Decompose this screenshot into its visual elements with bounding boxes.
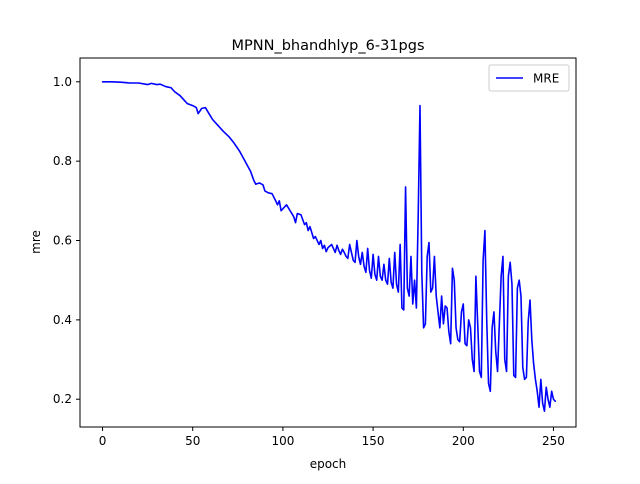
chart-title: MPNN_bhandhlyp_6-31pgs (232, 38, 425, 54)
series-line-mre (101, 81, 557, 412)
legend-box (488, 64, 570, 92)
x-axis-label: epoch (310, 457, 347, 471)
y-tick-label: 1.0 (53, 75, 72, 89)
x-tick-label: 200 (452, 434, 475, 448)
legend-label-mre: MRE (533, 72, 559, 86)
x-axis-ticks: 0 50 100 150 200 250 (99, 427, 565, 448)
y-tick-label: 0.6 (53, 234, 72, 248)
x-tick-label: 100 (271, 434, 294, 448)
y-axis-label: mre (29, 230, 43, 254)
legend: MRE (488, 64, 570, 92)
x-tick-label: 0 (99, 434, 107, 448)
y-tick-label: 0.4 (53, 313, 72, 327)
plot-area (80, 58, 576, 427)
plot-frame (79, 57, 577, 428)
x-tick-label: 50 (185, 434, 200, 448)
x-tick-label: 250 (542, 434, 565, 448)
y-axis-ticks: 0.2 0.4 0.6 0.8 1.0 (53, 75, 80, 406)
x-tick-label: 150 (362, 434, 385, 448)
series-layer (101, 81, 557, 412)
y-tick-label: 0.8 (53, 154, 72, 168)
y-tick-label: 0.2 (53, 392, 72, 406)
